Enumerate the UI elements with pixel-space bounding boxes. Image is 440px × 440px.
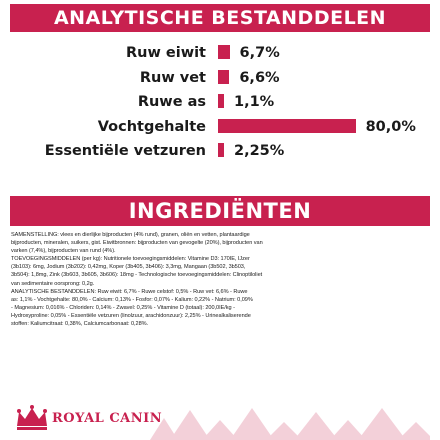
nutrition-row: Ruw vet 6,6% xyxy=(0,67,440,89)
ingredients-line: SAMENSTELLING: vlees en dierlijke bijpro… xyxy=(11,232,250,238)
ingredients-line: TOEVOEGINGSMIDDELEN (per kg): Nutritione… xyxy=(11,256,250,263)
analysis-header: ANALYTISCHE BESTANDDELEN xyxy=(10,4,430,32)
nutrition-value-label: 80,0% xyxy=(365,118,416,135)
nutrition-value-label: 6,7% xyxy=(239,45,280,61)
nutrition-row: Ruwe as 1,1% xyxy=(0,91,440,113)
ingredients-line: (3b103): 6mg, Jodium (3b202): 0,42mg, Ko… xyxy=(11,264,246,271)
nutrition-label: Ruw vet xyxy=(139,69,206,86)
nutrition-row: Essentiële vetzuren 2,25% xyxy=(0,140,440,162)
diamond-pattern-icon xyxy=(150,408,430,440)
nutrition-value-label: 2,25% xyxy=(234,143,285,159)
nutrition-bar xyxy=(218,118,356,133)
ingredients-line: stoffen: Kaliumcitraat: 0,38%, Calciumca… xyxy=(11,321,149,328)
nutrition-label: Ruwe as xyxy=(137,94,206,110)
ingredients-line: as: 1,1% - Vochtgehalte: 80,0% - Calcium… xyxy=(11,296,253,303)
ingredients-line: - Magnesium: 0,016% - Chloriden: 0,14% -… xyxy=(11,304,235,311)
nutrition-bar xyxy=(218,143,224,157)
nutrition-label: Vochtgehalte xyxy=(97,118,206,135)
ingredients-line: 3b504): 1,8mg, Zink (3b603, 3b605, 3b606… xyxy=(11,272,263,279)
nutrition-label: Ruw eiwit xyxy=(125,45,206,61)
nutrition-value-label: 6,6% xyxy=(239,69,280,86)
nutrition-row: Vochtgehalte 80,0% xyxy=(0,116,440,138)
crown-logo-icon xyxy=(17,405,47,430)
nutrition-bar xyxy=(218,69,230,84)
brand-name: ROYAL CANIN xyxy=(52,411,163,426)
nutrition-bar xyxy=(218,45,230,59)
nutrition-label: Essentiële vetzuren xyxy=(44,143,206,159)
ingredients-line: ANALYTISCHE BESTANDDELEN: Ruw eiwit: 6,7… xyxy=(11,288,248,295)
ingredients-line: van sedimentaire oorsprong: 0,2g. xyxy=(11,280,95,287)
nutrition-value-label: 1,1% xyxy=(234,94,275,110)
brand-logo: ROYAL CANIN xyxy=(14,404,162,438)
ingredients-line: varken (7,4%), bijproducten van rund (4%… xyxy=(11,248,116,255)
nutrition-row: Ruw eiwit 6,7% xyxy=(0,42,440,64)
ingredients-line: Hydroxyproline: 0,05% - Essentiële vetzu… xyxy=(11,312,251,319)
ingredients-header: INGREDIËNTEN xyxy=(10,196,430,226)
ingredients-text: SAMENSTELLING: vlees en dierlijke bijpro… xyxy=(11,231,429,328)
nutrition-bar xyxy=(218,94,224,108)
ingredients-line: bijproducten, mineralen, suikers, gist. … xyxy=(11,240,263,247)
